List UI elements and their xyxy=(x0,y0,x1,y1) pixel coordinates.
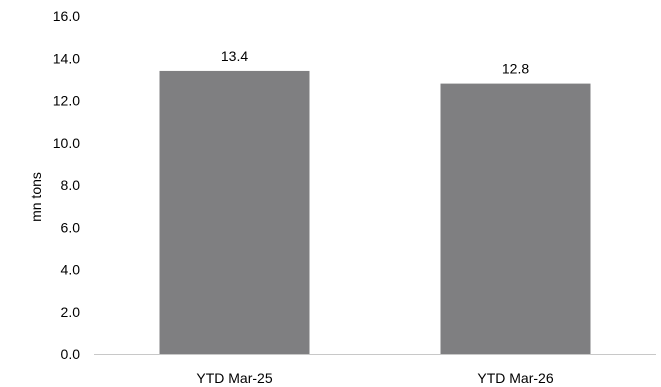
y-tick-label: 14.0 xyxy=(53,50,80,66)
x-axis-ticks: YTD Mar-25 YTD Mar-26 xyxy=(196,370,553,386)
y-tick-label: 0.0 xyxy=(61,346,81,362)
x-tick-label: YTD Mar-26 xyxy=(477,370,553,386)
y-tick-label: 8.0 xyxy=(61,177,81,193)
bar xyxy=(440,83,591,354)
y-tick-label: 4.0 xyxy=(61,262,81,278)
y-axis-title: mn tons xyxy=(28,172,44,222)
bar-value-label: 12.8 xyxy=(502,61,529,77)
y-tick-label: 10.0 xyxy=(53,135,80,151)
y-tick-label: 6.0 xyxy=(61,219,81,235)
y-tick-label: 2.0 xyxy=(61,304,81,320)
y-axis-ticks: 0.0 2.0 4.0 6.0 8.0 10.0 12.0 14.0 16.0 xyxy=(53,8,80,362)
y-tick-label: 16.0 xyxy=(53,8,80,24)
x-tick-label: YTD Mar-25 xyxy=(196,370,272,386)
bar-value-label: 13.4 xyxy=(221,48,248,64)
data-labels: 13.4 12.8 xyxy=(221,48,529,77)
y-tick-label: 12.0 xyxy=(53,93,80,109)
bar xyxy=(159,70,310,355)
bars xyxy=(159,70,591,355)
